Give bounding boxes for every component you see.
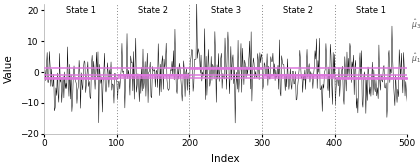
Text: $\hat{\mu}_3 = 1.32$: $\hat{\mu}_3 = 1.32$ <box>412 18 420 32</box>
Text: $\hat{\mu}_1 = -2.04\hat{\mu}_2 = -1.08$: $\hat{\mu}_1 = -2.04\hat{\mu}_2 = -1.08$ <box>412 51 420 66</box>
X-axis label: Index: Index <box>211 154 240 164</box>
Text: State 2: State 2 <box>284 6 313 15</box>
Y-axis label: Value: Value <box>4 55 14 83</box>
Text: State 3: State 3 <box>211 6 241 15</box>
Text: State 1: State 1 <box>66 6 96 15</box>
Text: State 1: State 1 <box>356 6 386 15</box>
Text: State 2: State 2 <box>138 6 168 15</box>
